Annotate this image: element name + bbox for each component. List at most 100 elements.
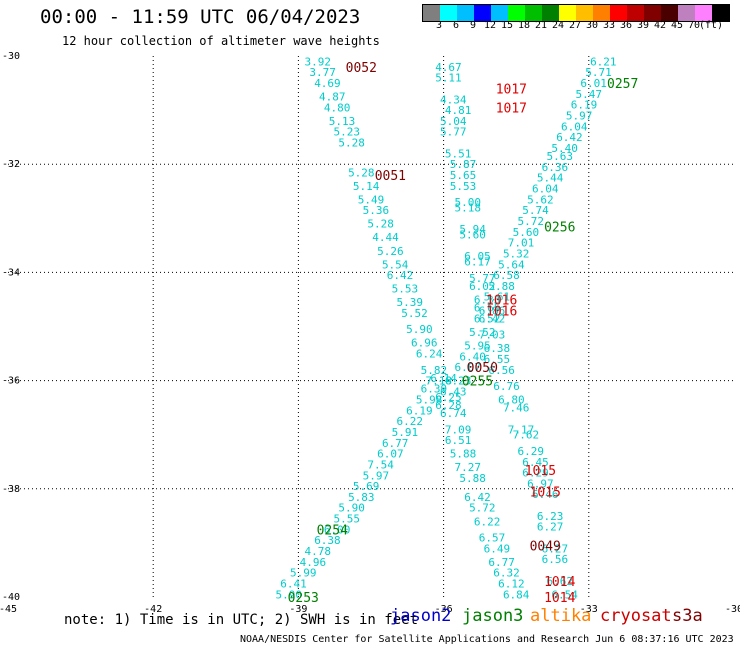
wave-height-point: 5.87 — [450, 158, 477, 171]
wave-height-point: 6.55 — [484, 353, 511, 366]
satellite-jason3: jason3 — [462, 606, 524, 626]
color-scale-labels: 3 6 9 12 15 18 21 24 27 30 33 36 39 42 45 70 (ft) — [422, 20, 740, 34]
wave-height-point: 5.71 — [585, 66, 612, 79]
wave-height-point: 5.52 — [401, 307, 428, 320]
wave-height-point: 5.77 — [440, 126, 467, 139]
legend-swatch — [576, 5, 593, 21]
wave-height-point: 6.46 — [532, 488, 559, 501]
wave-height-point: 6.17 — [464, 256, 491, 269]
wave-height-point: 7.62 — [513, 429, 540, 442]
pass-time-label: 1017 — [496, 82, 527, 97]
satellite-s3a: s3a — [672, 606, 703, 626]
wave-height-point: 6.12 — [498, 577, 525, 590]
wave-height-point: 5.82 — [421, 364, 448, 377]
legend-label: 33 — [602, 20, 616, 31]
legend-swatch — [491, 5, 508, 21]
wave-height-point: 6.62 — [547, 575, 574, 588]
credit-line: NOAA/NESDIS Center for Satellite Applica… — [240, 634, 734, 645]
y-tick-label: -34 — [2, 267, 20, 278]
wave-height-point: 7.46 — [503, 402, 530, 415]
legend-swatch — [695, 5, 712, 21]
wave-height-point: 6.76 — [493, 380, 520, 393]
pass-time-label: 0257 — [607, 77, 638, 92]
legend-swatch — [457, 5, 474, 21]
wave-height-point: 6.51 — [445, 434, 472, 447]
wave-height-point: 6.42 — [556, 131, 583, 144]
wave-height-point: 7.01 — [508, 237, 535, 250]
wave-height-point: 5.72 — [517, 215, 544, 228]
legend-swatch — [525, 5, 542, 21]
chart-subtitle: 12 hour collection of altimeter wave hei… — [62, 34, 380, 48]
pass-time-label: 1016 — [486, 293, 517, 308]
wave-height-point: 6.38 — [484, 342, 511, 355]
legend-label: 15 — [500, 20, 514, 31]
legend-label: 9 — [469, 20, 477, 31]
wave-height-point: 5.97 — [363, 469, 390, 482]
wave-height-point: 5.54 — [382, 258, 409, 271]
wave-height-point: 6.40 — [459, 350, 486, 363]
wave-height-point: 5.36 — [363, 204, 390, 217]
pass-time-label: 1014 — [544, 591, 575, 606]
wave-height-point: 5.13 — [329, 115, 356, 128]
wave-height-point: 6.84 — [503, 588, 530, 601]
pass-time-label: 0052 — [346, 61, 377, 76]
legend-label: 27 — [568, 20, 582, 31]
wave-height-point: 6.21 — [590, 55, 617, 68]
x-tick-label: -33 — [580, 604, 598, 615]
wave-height-point: 5.88 — [450, 448, 477, 461]
legend-label: 45 — [670, 20, 684, 31]
wave-height-point: 5.04 — [440, 115, 467, 128]
wave-height-point: 6.01 — [580, 77, 607, 90]
pass-time-label: 1016 — [486, 304, 517, 319]
legend-swatch — [593, 5, 610, 21]
wave-height-point: 6.19 — [406, 404, 433, 417]
wave-height-point: 7.27 — [455, 461, 482, 474]
pass-time-label: 1017 — [496, 101, 527, 116]
y-tick-label: -32 — [2, 159, 20, 170]
wave-height-point: 6.29 — [517, 445, 544, 458]
legend-label: 70 — [687, 20, 701, 31]
wave-height-point: 3.77 — [309, 66, 336, 79]
wave-height-point: 6.05 — [464, 250, 491, 263]
wave-height-point: 5.64 — [498, 258, 525, 271]
legend-swatch — [644, 5, 661, 21]
wave-height-point: 6.28 — [435, 399, 462, 412]
wave-height-point: 6.45 — [522, 456, 549, 469]
satellite-altika: altika — [530, 606, 592, 626]
chart-title: 00:00 - 11:59 UTC 06/04/2023 — [40, 6, 361, 28]
y-tick-label: -30 — [2, 51, 20, 62]
legend-label: 30 — [585, 20, 599, 31]
wave-height-point: 7.54 — [367, 458, 394, 471]
legend-label: 3 — [435, 20, 443, 31]
legend-swatch — [627, 5, 644, 21]
wave-height-point: 4.87 — [319, 91, 346, 104]
wave-height-point: 6.56 — [542, 553, 569, 566]
wave-height-point: 6.07 — [377, 448, 404, 461]
wave-height-point: 6.36 — [542, 161, 569, 174]
wave-height-point: 5.44 — [537, 172, 564, 185]
wave-height-point: 6.00 — [324, 523, 351, 536]
wave-height-point: 5.23 — [334, 126, 361, 139]
pass-time-label: 0051 — [375, 169, 406, 184]
legend-swatch — [423, 5, 440, 21]
wave-height-point: 6.42 — [464, 491, 491, 504]
legend-label: 24 — [551, 20, 565, 31]
wave-height-point: 5.88 — [488, 280, 515, 293]
wave-height-point: 5.52 — [469, 326, 496, 339]
wave-height-point: 6.58 — [493, 269, 520, 282]
wave-height-point: 5.28 — [348, 166, 375, 179]
wave-height-point: 6.77 — [382, 437, 409, 450]
pass-time-label: 1014 — [544, 575, 575, 590]
pass-time-label: 0254 — [317, 523, 348, 538]
wave-height-point: 7.09 — [445, 423, 472, 436]
wave-height-point: 6.33 — [474, 293, 501, 306]
wave-height-point: 6.27 — [537, 521, 564, 534]
legend-swatch — [559, 5, 576, 21]
wave-height-point: 5.95 — [464, 339, 491, 352]
wave-height-point: 6.41 — [280, 577, 307, 590]
wave-height-point: 5.90 — [338, 502, 365, 515]
wave-height-point: 5.98 — [416, 394, 443, 407]
wave-height-point: 4.34 — [440, 93, 467, 106]
wave-height-point: 6.23 — [537, 510, 564, 523]
satellite-cryosat: cryosat — [600, 606, 672, 626]
